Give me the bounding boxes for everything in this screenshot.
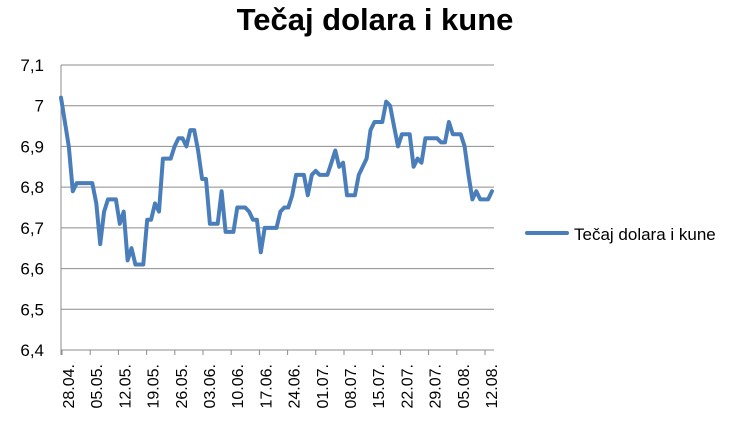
x-tick-label: 29.07.	[428, 364, 445, 408]
y-tick-label: 6,9	[20, 137, 44, 156]
x-tick-label: 05.08.	[456, 364, 473, 408]
y-tick-label: 6,8	[20, 178, 44, 197]
y-tick-label: 6,4	[20, 341, 44, 360]
x-tick-label: 03.06.	[202, 364, 219, 408]
x-tick-label: 15.07.	[371, 364, 388, 408]
y-axis-tick-labels: 6,4 6,5 6,6 6,7 6,8 6,9 7 7,1	[20, 56, 44, 360]
chart-title: Tečaj dolara i kune	[237, 2, 514, 37]
y-tick-label: 7,1	[20, 56, 44, 75]
x-tick-label: 12.05.	[117, 364, 134, 408]
x-tick-label: 08.07.	[343, 364, 360, 408]
legend: Tečaj dolara i kune	[525, 225, 716, 244]
y-tick-label: 6,6	[20, 260, 44, 279]
x-tick-label: 05.05.	[89, 364, 106, 408]
x-tick-label: 01.07.	[315, 364, 332, 408]
x-tick-label: 24.06.	[287, 364, 304, 408]
y-tick-label: 6,5	[20, 300, 44, 319]
series-lines	[59, 95, 494, 267]
series-line	[59, 95, 494, 267]
grid-lines	[60, 64, 494, 355]
legend-label: Tečaj dolara i kune	[574, 225, 716, 244]
x-tick-label: 22.07.	[399, 364, 416, 408]
y-tick-label: 6,7	[20, 219, 44, 238]
x-tick-label: 26.05.	[174, 364, 191, 408]
y-tick-label: 7	[35, 97, 44, 116]
x-tick-label: 12.08.	[484, 364, 501, 408]
x-tick-label: 28.04.	[61, 364, 78, 408]
x-tick-label: 10.06.	[230, 364, 247, 408]
x-axis-tick-labels: 28.04. 05.05. 12.05. 19.05. 26.05. 03.06. 10.0…	[61, 364, 501, 408]
x-tick-label: 19.05.	[146, 364, 163, 408]
x-tick-label: 17.06.	[258, 364, 275, 408]
